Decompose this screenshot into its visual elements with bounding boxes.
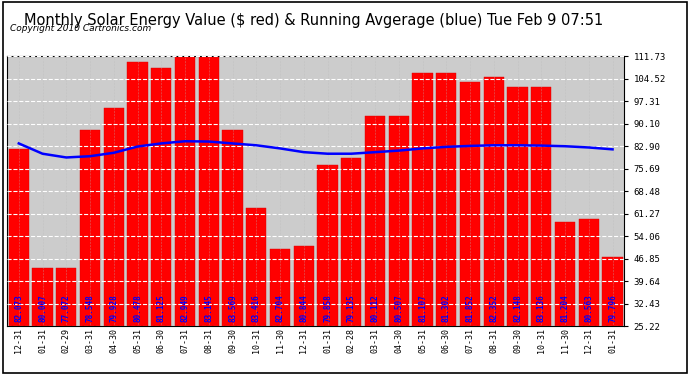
Text: 81.125: 81.125 (157, 294, 166, 322)
Text: 80.007: 80.007 (38, 294, 47, 322)
Bar (270, 249, 290, 375)
Text: 80.478: 80.478 (133, 294, 142, 322)
Bar (56, 268, 77, 375)
Bar (460, 82, 480, 375)
Text: 83.416: 83.416 (252, 294, 261, 322)
Bar (32, 268, 52, 375)
Bar (365, 116, 385, 375)
Text: Monthly Solar Energy Value ($ red) & Running Avgerage (blue) Tue Feb 9 07:51: Monthly Solar Energy Value ($ red) & Run… (24, 13, 604, 28)
Bar (175, 56, 195, 375)
Text: 77.072: 77.072 (62, 294, 71, 322)
Text: 82.352: 82.352 (489, 294, 498, 322)
Bar (579, 219, 599, 375)
Text: 80.507: 80.507 (394, 294, 404, 322)
Text: 82.148: 82.148 (513, 294, 522, 322)
Text: 81.302: 81.302 (442, 294, 451, 322)
Bar (342, 158, 362, 375)
Text: 81.107: 81.107 (418, 294, 427, 322)
Text: 81.852: 81.852 (466, 294, 475, 322)
Bar (555, 222, 575, 375)
Text: 83.136: 83.136 (537, 294, 546, 322)
Bar (388, 116, 409, 375)
Bar (9, 149, 29, 375)
Text: 80.563: 80.563 (584, 294, 593, 322)
Text: 79.928: 79.928 (109, 294, 118, 322)
Text: 79.796: 79.796 (608, 294, 617, 322)
Bar (128, 62, 148, 375)
Bar (294, 246, 314, 375)
Bar (436, 73, 456, 375)
Bar (246, 209, 266, 375)
Text: Copyright 2010 Cartronics.com: Copyright 2010 Cartronics.com (10, 24, 152, 33)
Bar (413, 73, 433, 375)
Text: 82.704: 82.704 (275, 294, 284, 322)
Text: 82.949: 82.949 (181, 294, 190, 322)
Text: 80.112: 80.112 (371, 294, 380, 322)
Text: 82.073: 82.073 (14, 294, 23, 322)
Bar (222, 130, 243, 375)
Text: 79.135: 79.135 (347, 294, 356, 322)
Bar (602, 257, 622, 375)
Text: 83.145: 83.145 (204, 294, 213, 322)
Text: 81.204: 81.204 (560, 294, 569, 322)
Bar (531, 87, 551, 375)
Bar (317, 165, 337, 375)
Bar (151, 68, 171, 375)
Bar (199, 56, 219, 375)
Bar (80, 130, 100, 375)
Bar (104, 108, 124, 375)
Bar (507, 87, 528, 375)
Text: 78.548: 78.548 (86, 294, 95, 322)
Text: 79.858: 79.858 (323, 294, 332, 322)
Text: 83.569: 83.569 (228, 294, 237, 322)
Text: 80.844: 80.844 (299, 294, 308, 322)
Bar (484, 77, 504, 375)
